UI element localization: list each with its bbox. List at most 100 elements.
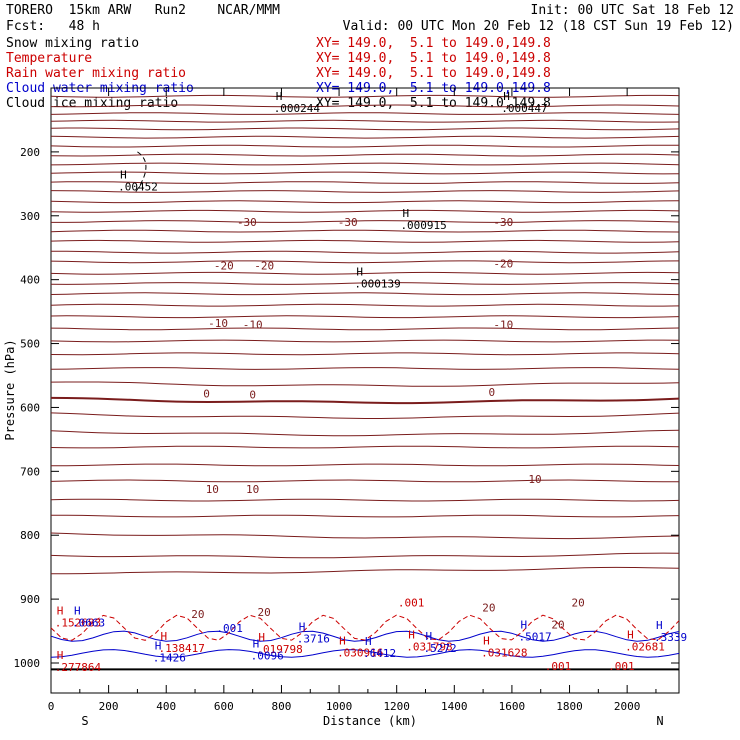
field-snow-xy: XY= 149.0, 5.1 to 149.0,149.8	[316, 36, 551, 51]
y-tick-label: 600	[20, 401, 40, 414]
x-end-right: N	[656, 714, 663, 728]
maximum-marker: H	[74, 604, 81, 617]
maximum-value: .0663	[72, 616, 105, 629]
x-tick-label: 600	[214, 700, 234, 713]
isotherm-line	[50, 153, 680, 157]
isotherm-label: -20	[493, 258, 513, 271]
maximum-value: .000244	[274, 102, 321, 115]
cloud-water-contour	[50, 649, 680, 658]
maximum-marker: H	[656, 619, 663, 632]
isotherm-label: 20	[572, 596, 585, 609]
maximum-value: .6412	[363, 647, 396, 660]
maximum-marker: H	[365, 635, 372, 648]
isotherm-line	[50, 135, 680, 139]
isotherm-line	[50, 552, 680, 559]
x-end-left: S	[81, 714, 88, 728]
isotherm-line	[50, 327, 680, 331]
contour-label: .001	[398, 596, 425, 609]
isotherm-line	[50, 112, 680, 115]
isotherm-line	[50, 127, 680, 131]
maximum-value: .00452	[118, 181, 158, 194]
maximum-value: .031628	[481, 646, 527, 659]
field-rain-name: Rain water mixing ratio	[6, 66, 187, 81]
isotherm-line	[50, 412, 680, 419]
y-axis-label: Pressure (hPa)	[3, 339, 17, 440]
contour-label: .001	[608, 660, 635, 673]
isotherm-line	[50, 144, 680, 148]
isotherm-line	[50, 292, 680, 296]
isotherm-line	[50, 339, 680, 343]
maximum-marker: H	[299, 620, 306, 633]
maximum-marker: H	[276, 90, 283, 103]
isotherm-line	[50, 429, 680, 437]
init-time: Init: 00 UTC Sat 18 Feb 12	[530, 3, 735, 18]
maximum-marker: H	[120, 169, 127, 182]
isotherm-label: -10	[493, 318, 513, 331]
isotherm-line	[50, 352, 680, 356]
isotherm-line	[50, 190, 680, 193]
maximum-value: .02681	[625, 641, 665, 654]
isotherm-line	[50, 463, 680, 467]
rain-water-contour	[50, 614, 680, 641]
maximum-marker: H	[160, 630, 167, 643]
x-tick-label: 400	[156, 700, 176, 713]
y-tick-label: 300	[20, 210, 40, 223]
isotherm-line	[51, 220, 680, 223]
isotherm-line	[50, 367, 680, 370]
y-tick-label: 900	[20, 593, 40, 606]
isotherm-line	[50, 271, 680, 275]
maximum-value: .000139	[354, 278, 400, 291]
isotherm-label: -30	[493, 216, 513, 229]
y-tick-label: 500	[20, 338, 40, 351]
isotherm-line	[50, 171, 680, 175]
isotherm-line	[50, 396, 680, 405]
maximum-marker: H	[155, 639, 162, 652]
isotherm-label: -30	[338, 216, 358, 229]
x-tick-label: 1000	[326, 700, 353, 713]
isotherm-label: 20	[551, 619, 564, 632]
valid-time: Valid: 00 UTC Mon 20 Feb 12 (18 CST Sun …	[342, 19, 734, 34]
y-tick-label: 700	[20, 465, 40, 478]
contour-label: .001	[216, 622, 243, 635]
maximum-value: .138417	[158, 642, 204, 655]
isotherm-line	[50, 229, 680, 233]
maximum-value: .000915	[400, 219, 446, 232]
y-tick-label: 1000	[14, 657, 41, 670]
snow-contour	[134, 151, 147, 194]
maximum-value: .000447	[501, 102, 547, 115]
x-tick-label: 1200	[383, 700, 410, 713]
isotherm-line	[50, 532, 680, 540]
x-tick-label: 1400	[441, 700, 468, 713]
isotherm-line	[50, 315, 680, 319]
y-tick-label: 800	[20, 529, 40, 542]
field-snow-name: Snow mixing ratio	[6, 36, 140, 51]
field-temperature-name: Temperature	[6, 51, 93, 66]
isotherm-label: 0	[249, 389, 256, 402]
isotherm-line	[51, 566, 680, 575]
maximum-value: .031798	[406, 641, 452, 654]
isotherm-line	[51, 250, 680, 254]
x-tick-label: 0	[48, 700, 55, 713]
y-tick-label: 200	[20, 146, 40, 159]
isotherm-line	[50, 162, 680, 166]
maximum-marker: H	[339, 634, 346, 647]
isotherm-line	[50, 209, 680, 213]
x-tick-label: 800	[272, 700, 292, 713]
isotherm-line	[50, 381, 680, 387]
maximum-value: .5017	[519, 630, 552, 643]
isotherm-line	[50, 445, 680, 449]
isotherm-line	[50, 239, 680, 243]
isotherm-line	[50, 479, 679, 483]
isotherm-label: 10	[206, 483, 219, 496]
isotherm-lines	[50, 94, 680, 575]
isotherm-label: 0	[488, 386, 495, 399]
isotherm-label: 0	[203, 387, 210, 400]
isotherm-line	[50, 119, 680, 123]
isotherm-label: -20	[254, 260, 274, 273]
field-temperature-xy: XY= 149.0, 5.1 to 149.0,149.8	[316, 51, 551, 66]
maximum-marker: H	[627, 629, 634, 642]
maximum-marker: H	[521, 618, 528, 631]
isotherm-label: 10	[246, 483, 259, 496]
maximum-value: .3339	[654, 631, 687, 644]
